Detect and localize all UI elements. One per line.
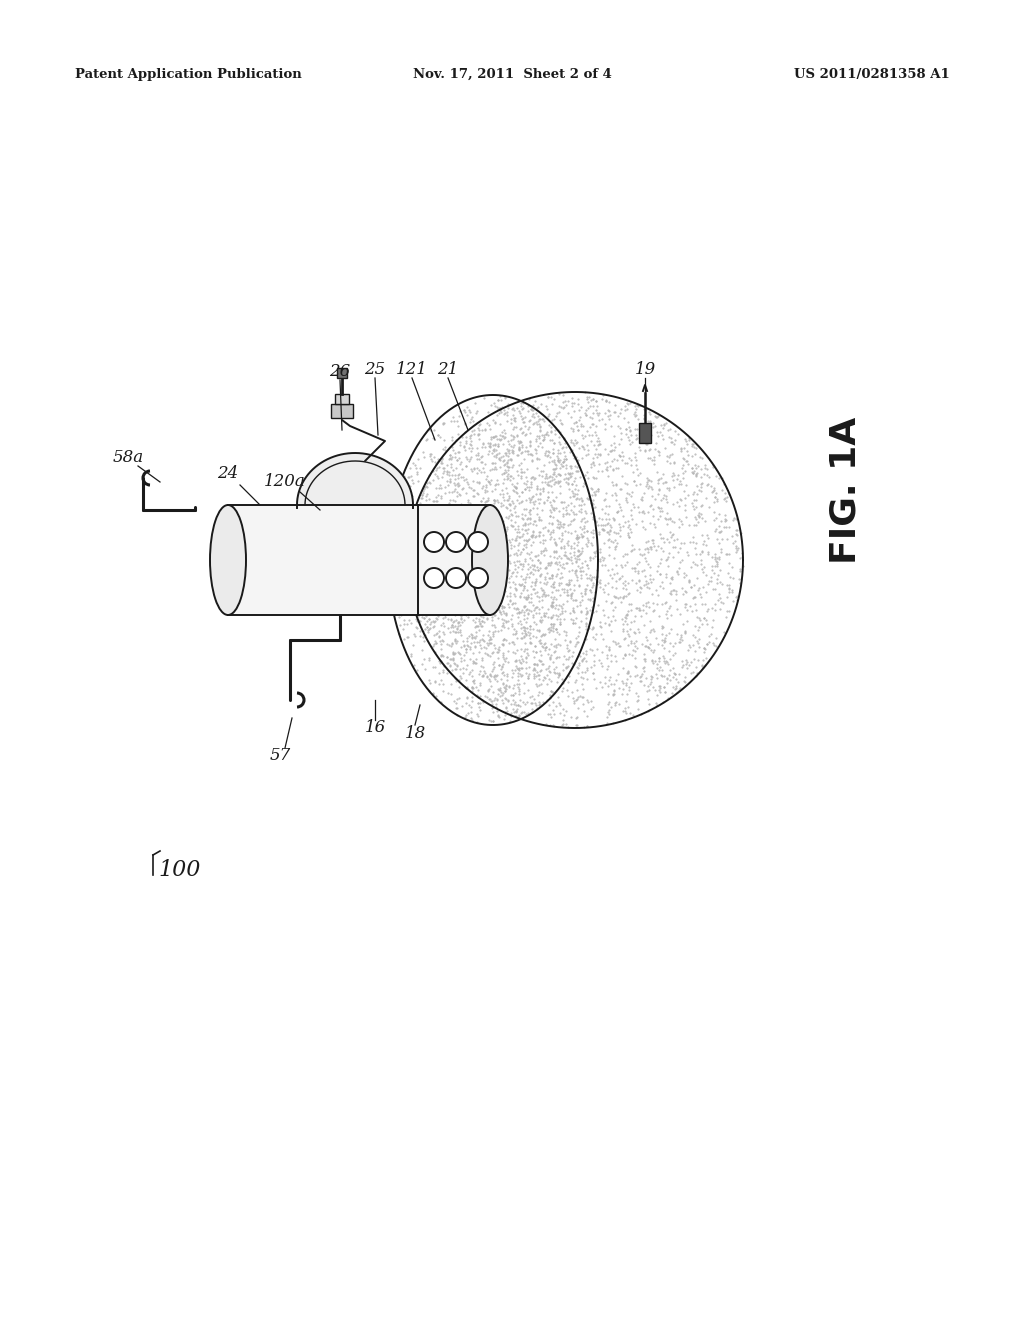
Text: 120a: 120a [264, 474, 306, 491]
Text: US 2011/0281358 A1: US 2011/0281358 A1 [795, 69, 950, 81]
Circle shape [424, 532, 444, 552]
Circle shape [424, 568, 444, 587]
Polygon shape [297, 453, 413, 506]
Text: 121: 121 [396, 362, 428, 379]
Text: 21: 21 [437, 362, 459, 379]
Text: FIG. 1A: FIG. 1A [828, 416, 862, 564]
Text: 18: 18 [404, 725, 426, 742]
Bar [335, 393, 349, 404]
Circle shape [468, 568, 488, 587]
Circle shape [446, 568, 466, 587]
Text: 16: 16 [365, 719, 386, 737]
Text: Nov. 17, 2011  Sheet 2 of 4: Nov. 17, 2011 Sheet 2 of 4 [413, 69, 611, 81]
Ellipse shape [472, 506, 508, 615]
Bar [228, 506, 490, 615]
Text: 24: 24 [217, 466, 239, 483]
Bar [639, 422, 651, 444]
Ellipse shape [210, 506, 246, 615]
Text: 25: 25 [365, 362, 386, 379]
Text: Patent Application Publication: Patent Application Publication [75, 69, 302, 81]
Bar [331, 404, 353, 418]
Circle shape [446, 532, 466, 552]
Text: 57: 57 [269, 747, 291, 764]
Bar [337, 368, 347, 378]
Circle shape [468, 532, 488, 552]
Text: 19: 19 [635, 362, 655, 379]
Text: 58a: 58a [113, 450, 143, 466]
Text: 26: 26 [330, 363, 350, 380]
Text: 100: 100 [158, 859, 201, 880]
